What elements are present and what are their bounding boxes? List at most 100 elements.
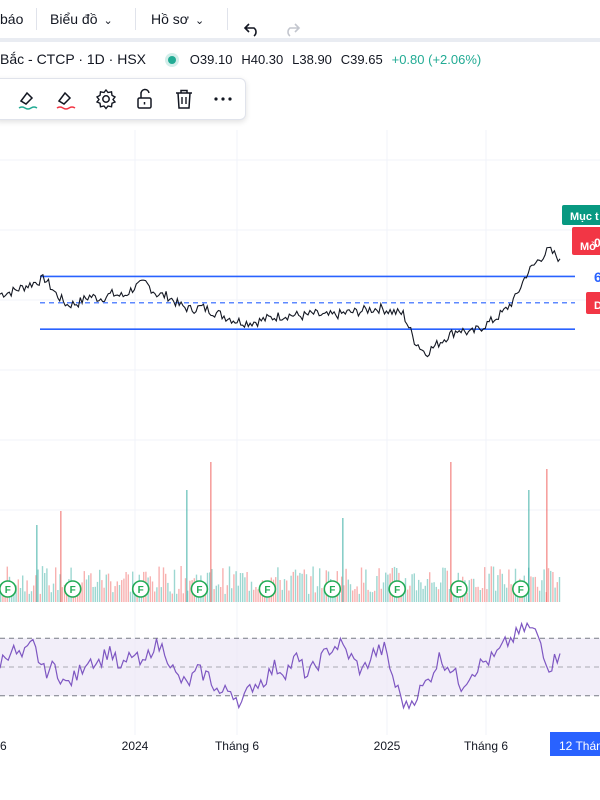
volume-bar — [233, 574, 235, 602]
volume-bar — [319, 568, 321, 602]
toolbar-divider — [135, 8, 136, 30]
volume-bar — [246, 572, 248, 602]
volume-bar — [209, 572, 211, 602]
fill-color-icon[interactable] — [53, 87, 77, 111]
volume-bar — [308, 593, 310, 602]
volume-bar — [437, 589, 440, 602]
profile-menu[interactable]: Hồ sơ ⌄ — [151, 0, 204, 38]
dividend-marker — [511, 580, 530, 598]
volume-bar — [543, 569, 545, 602]
volume-bar — [503, 584, 506, 602]
undo-icon[interactable] — [243, 10, 261, 48]
unlock-icon[interactable] — [133, 87, 157, 111]
volume-bar — [244, 577, 246, 602]
volume-bar — [37, 569, 39, 602]
volume-bar — [521, 589, 523, 602]
volume-bar — [457, 572, 459, 602]
volume-bar — [466, 592, 468, 602]
chevron-down-icon: ⌄ — [103, 15, 113, 27]
volume-bar — [44, 573, 46, 602]
more-icon[interactable] — [211, 87, 235, 111]
volume-bar — [193, 578, 195, 602]
volume-bar — [541, 580, 543, 602]
volume-bar — [354, 589, 356, 602]
volume-bar — [184, 578, 187, 602]
volume-bar — [312, 566, 314, 602]
time-axis-cursor-label-bg — [550, 732, 600, 756]
volume-bar — [411, 574, 413, 602]
volume-bar — [369, 591, 371, 602]
symbol-title[interactable]: Bắc - CTCP · 1D · HSX — [0, 51, 146, 67]
dividend-marker-label: F — [264, 585, 270, 596]
trash-icon[interactable] — [172, 87, 196, 111]
profile-menu-label: Hồ sơ — [151, 11, 189, 27]
volume-bar — [446, 570, 448, 602]
volume-bar — [110, 581, 112, 602]
volume-bar — [435, 586, 437, 602]
dividend-marker — [131, 580, 150, 598]
volume-bar — [429, 572, 431, 602]
volume-bar — [11, 592, 13, 602]
line-color-icon[interactable] — [15, 87, 39, 111]
volume-bar — [147, 577, 149, 602]
volume-bar — [215, 585, 217, 602]
dividend-marker — [258, 580, 277, 598]
volume-bar — [363, 582, 365, 602]
volume-bar — [550, 570, 552, 602]
alert-menu-fragment[interactable]: báo — [0, 11, 24, 27]
volume-bar — [226, 585, 228, 602]
settings-icon[interactable] — [94, 87, 118, 111]
target-price-tag-bg — [562, 205, 600, 225]
volume-bar — [532, 577, 534, 602]
volume-bar — [88, 575, 90, 602]
volume-bar — [217, 584, 220, 602]
volume-bar — [52, 583, 55, 602]
chart-menu[interactable]: Biểu đồ ⌄ — [50, 0, 113, 38]
volume-bar — [528, 567, 530, 602]
dividend-marker-label: F — [394, 585, 400, 596]
volume-bar — [270, 577, 272, 602]
volume-bar — [495, 590, 497, 602]
volume-bar — [310, 576, 312, 602]
volume-bar — [191, 580, 193, 602]
volume-bar — [486, 589, 488, 602]
volume-bar — [83, 571, 85, 602]
volume-bar — [374, 590, 376, 602]
volume-bar — [464, 580, 466, 602]
volume-bar — [341, 576, 343, 602]
volume-bar — [347, 579, 349, 602]
volume-bar — [167, 582, 169, 602]
volume-bar — [149, 576, 151, 602]
volume-bar — [158, 566, 160, 602]
volume-bar — [154, 591, 156, 602]
dividend-marker-label: F — [196, 585, 202, 596]
volume-bar — [30, 591, 33, 602]
volume-bar — [112, 592, 114, 602]
volume-bar — [103, 587, 105, 602]
volume-bar — [59, 574, 61, 602]
toolbar-divider — [227, 8, 228, 30]
volume-bar — [444, 567, 446, 602]
target-price-tag: Mục t — [570, 211, 599, 223]
volume-bar — [66, 586, 68, 602]
volume-bar — [431, 582, 433, 602]
volume-bar — [257, 589, 259, 602]
volume-bar — [57, 590, 59, 602]
volume-bar — [433, 582, 435, 602]
volume-bar — [497, 575, 499, 602]
volume-bar — [180, 566, 182, 602]
volume-bar — [299, 572, 301, 602]
volume-bar — [286, 580, 288, 602]
volume-bar — [28, 593, 30, 602]
volume-bar — [352, 590, 354, 602]
volume-bar — [277, 567, 279, 602]
volume-bar — [402, 584, 404, 602]
volume-bar — [501, 573, 503, 602]
volume-bar — [413, 573, 415, 602]
volume-spike-bar — [210, 462, 212, 602]
volume-bar — [105, 574, 107, 602]
volume-bar — [398, 572, 400, 602]
d-price-tag-bg — [586, 292, 600, 314]
volume-bar — [345, 568, 347, 602]
volume-bar — [530, 576, 532, 602]
